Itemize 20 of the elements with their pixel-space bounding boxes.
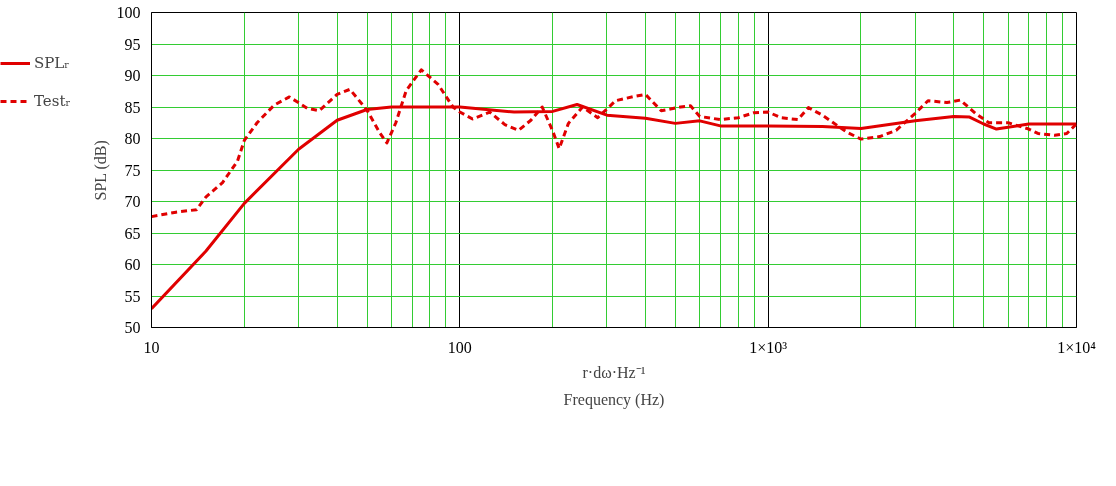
y-tick-label: 95	[124, 35, 141, 53]
y-tick-label: 65	[124, 224, 141, 242]
legend-label: Testᵣ	[34, 92, 71, 110]
y-tick-label: 50	[124, 319, 141, 336]
y-axis-title: SPL (dB)	[91, 140, 110, 201]
x-tick-label: 10	[143, 338, 160, 356]
y-tick-label: 55	[124, 287, 141, 305]
x-tick-label: 100	[447, 338, 472, 356]
legend-label: SPLᵣ	[34, 54, 70, 72]
text: Frequency (Hz)	[563, 390, 665, 409]
x-tick-label: 1×10³	[749, 338, 788, 356]
x-axis-title: r·dω·Hz⁻¹	[582, 363, 646, 381]
x-tick-label: 1×10⁴	[1057, 338, 1097, 356]
y-tick-label: 75	[124, 161, 141, 179]
y-tick-label: 90	[124, 67, 141, 84]
y-tick-label: 70	[124, 193, 141, 210]
y-tick-label: 100	[116, 4, 141, 21]
y-tick-label: 85	[124, 98, 141, 116]
y-tick-label: 60	[124, 256, 141, 273]
y-tick-label: 80	[124, 130, 141, 147]
